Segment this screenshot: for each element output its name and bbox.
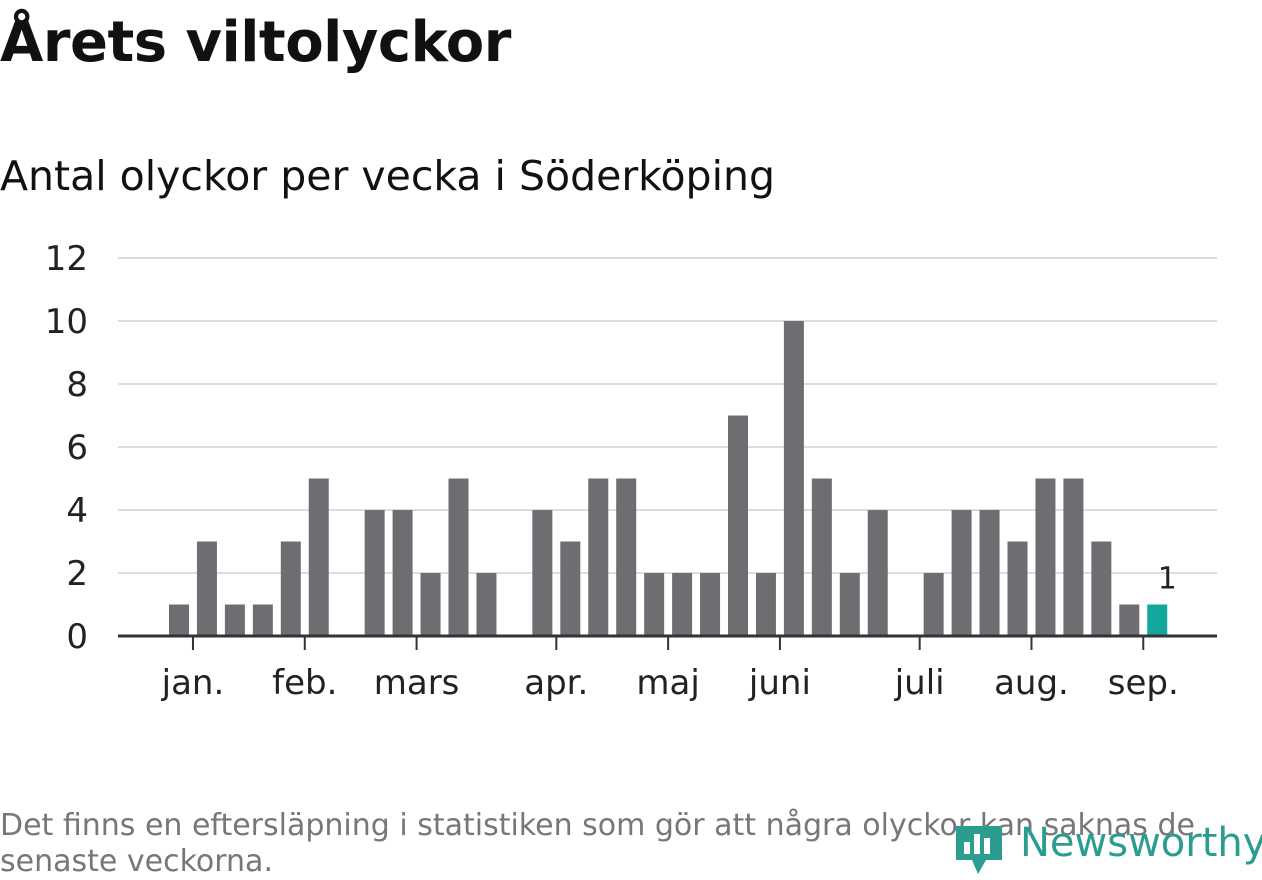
bar (476, 573, 497, 636)
bar (196, 541, 217, 636)
x-tick-label: feb. (272, 663, 337, 703)
bar (979, 510, 1000, 636)
x-tick-label: mars (374, 663, 460, 703)
x-tick-label: sep. (1108, 663, 1179, 703)
bar (532, 510, 553, 636)
x-tick-label: juni (748, 663, 811, 703)
bar (1063, 478, 1084, 636)
logo-text: Newsworthy (1020, 820, 1262, 866)
x-tick-label: jan. (161, 663, 225, 703)
bar (616, 478, 637, 636)
bar-highlight (1147, 604, 1168, 636)
bar (252, 604, 273, 636)
newsworthy-logo-icon (956, 826, 1002, 874)
bar (700, 573, 721, 636)
bar (1035, 478, 1056, 636)
bar (783, 321, 804, 636)
bar (280, 541, 301, 636)
y-tick-label: 4 (66, 491, 88, 531)
bar (308, 478, 329, 636)
bar (1007, 541, 1028, 636)
bar (923, 573, 944, 636)
bar (588, 478, 609, 636)
bar (224, 604, 245, 636)
bar (811, 478, 832, 636)
month-labels: jan. feb. mars apr. maj juni juli aug. sep. (161, 663, 1179, 703)
grid-lines (118, 257, 1217, 574)
y-tick-label: 6 (66, 428, 88, 468)
x-tick-label: aug. (994, 663, 1069, 703)
bar (169, 604, 189, 636)
x-tick-label: apr. (524, 663, 588, 703)
bar (728, 415, 748, 636)
bar (755, 573, 776, 636)
x-tick-label: maj (636, 663, 699, 703)
chart-title: Årets viltolyckor (0, 10, 511, 75)
bar (644, 573, 665, 636)
bars (169, 321, 1168, 636)
bar (560, 541, 581, 636)
bar (672, 573, 693, 636)
chart-subtitle: Antal olyckor per vecka i Söderköping (0, 152, 775, 200)
y-tick-label: 8 (66, 365, 88, 405)
bar (392, 510, 413, 636)
y-tick-label: 0 (66, 617, 88, 657)
bar-chart: 0 2 4 6 8 10 12 jan. feb. mars apr. maj juni juli aug… (45, 239, 1217, 703)
bar (448, 478, 469, 636)
bar (364, 510, 385, 636)
data-labels: 1 (1158, 562, 1177, 597)
bar (1091, 541, 1112, 636)
y-axis-ticks: 0 2 4 6 8 10 12 (45, 239, 88, 657)
y-tick-label: 2 (66, 554, 88, 594)
x-axis (118, 634, 1217, 650)
bar (867, 510, 888, 636)
y-tick-label: 10 (45, 302, 88, 342)
bar (1119, 604, 1140, 636)
data-label: 1 (1158, 562, 1177, 597)
newsworthy-logo: Newsworthy (950, 818, 1262, 878)
bar (839, 573, 860, 636)
bar (420, 573, 441, 636)
y-tick-label: 12 (45, 239, 88, 279)
bar (951, 510, 972, 636)
x-tick-label: juli (894, 663, 945, 703)
